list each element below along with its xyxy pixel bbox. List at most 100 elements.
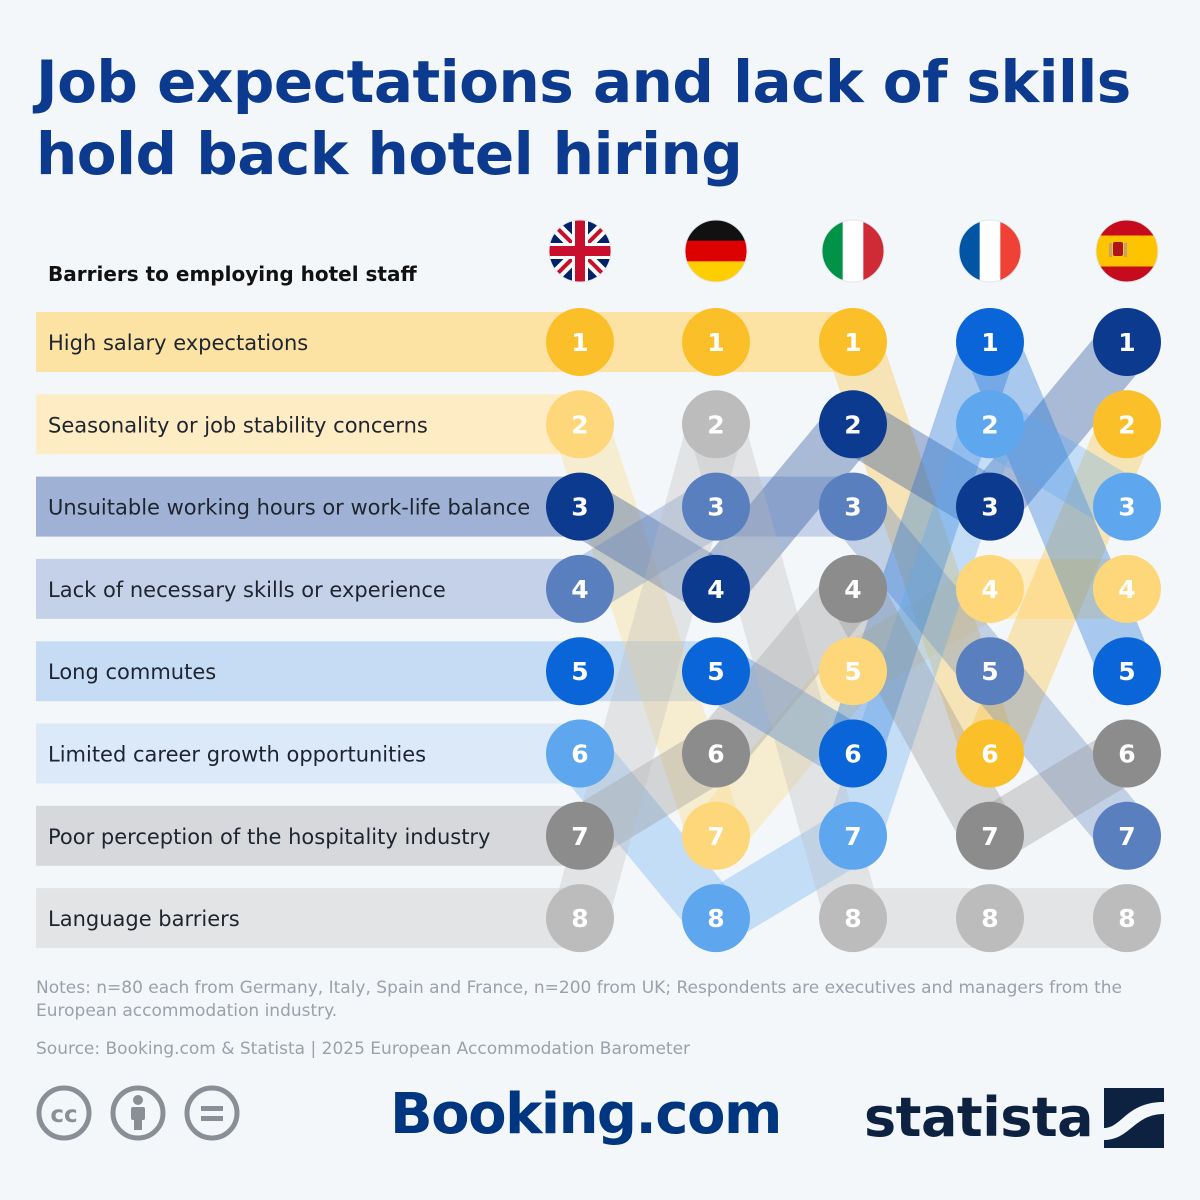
rank-number: 3 bbox=[1118, 493, 1135, 522]
circles-layer: 1 1 1 6 2 2 7 5 4 4 3 4 2 3 1 4 3 3 5 7 5 5 6 1 5 6 8 7 2 3 7 6 4 7 6 8 2 8 8 8 bbox=[546, 308, 1161, 953]
rank-number: 2 bbox=[571, 410, 588, 439]
rank-number: 5 bbox=[571, 657, 588, 686]
rank-circle bbox=[546, 308, 614, 376]
rank-number: 3 bbox=[981, 493, 998, 522]
rank-flow bbox=[558, 735, 738, 936]
rank-number: 6 bbox=[571, 740, 588, 769]
rank-number: 3 bbox=[707, 493, 724, 522]
rank-circle bbox=[546, 637, 614, 706]
rank-circle bbox=[819, 719, 887, 788]
source-text: Source: Booking.com & Statista | 2025 Eu… bbox=[36, 1039, 691, 1059]
rank-flow bbox=[968, 324, 1149, 525]
rank-circle bbox=[956, 472, 1024, 541]
barrier-bar bbox=[36, 723, 580, 784]
attribution-icon bbox=[110, 1085, 166, 1141]
barrier-label: Language barriers bbox=[48, 907, 240, 931]
rank-circle bbox=[682, 719, 750, 788]
rank-circle bbox=[682, 801, 750, 870]
rank-circle bbox=[956, 637, 1024, 706]
rank-circle bbox=[682, 554, 750, 623]
rank-circle bbox=[546, 801, 614, 870]
rank-circle bbox=[819, 801, 887, 870]
rank-number: 5 bbox=[707, 657, 724, 686]
rank-number: 1 bbox=[707, 328, 724, 357]
rank-number: 6 bbox=[707, 740, 724, 769]
statista-logo-mark bbox=[1104, 1088, 1164, 1148]
rank-number: 2 bbox=[981, 410, 998, 439]
rank-number: 8 bbox=[1118, 904, 1135, 933]
no-derivatives-icon bbox=[184, 1085, 240, 1141]
chart-subtitle: Barriers to employing hotel staff bbox=[48, 262, 417, 286]
rank-circle bbox=[682, 390, 750, 459]
barrier-label: Limited career growth opportunities bbox=[48, 743, 426, 767]
rank-circle bbox=[956, 554, 1024, 623]
barrier-label: Seasonality or job stability concerns bbox=[48, 413, 428, 437]
rank-number: 8 bbox=[981, 904, 998, 933]
rank-number: 7 bbox=[981, 822, 998, 851]
rank-circle bbox=[819, 554, 887, 623]
rank-number: 8 bbox=[571, 904, 588, 933]
rank-circle bbox=[1093, 884, 1161, 953]
rank-circle bbox=[682, 472, 750, 541]
rank-number: 8 bbox=[844, 904, 861, 933]
chart-title: Job expectations and lack of skills hold… bbox=[36, 48, 1131, 188]
rank-number: 6 bbox=[1118, 740, 1135, 769]
rank-circle bbox=[819, 308, 887, 376]
rank-number: 5 bbox=[844, 657, 861, 686]
barrier-label: Long commutes bbox=[48, 660, 216, 684]
rank-flow bbox=[968, 653, 1149, 854]
france-flag-icon bbox=[959, 220, 1021, 282]
rank-number: 1 bbox=[844, 328, 861, 357]
statista-logo: statista bbox=[864, 1086, 1094, 1149]
notes-text: Notes: n=80 each from Germany, Italy, Sp… bbox=[36, 978, 1123, 1021]
rank-number: 2 bbox=[707, 410, 724, 439]
rank-number: 5 bbox=[1118, 657, 1135, 686]
svg-text:cc: cc bbox=[50, 1102, 77, 1128]
rank-circle bbox=[682, 308, 750, 376]
rank-number: 8 bbox=[707, 904, 724, 933]
rank-circle bbox=[546, 390, 614, 459]
rank-number: 1 bbox=[571, 328, 588, 357]
barrier-bar bbox=[36, 476, 580, 537]
rank-flow bbox=[964, 331, 1153, 682]
flags-layer bbox=[548, 219, 1159, 283]
rank-number: 7 bbox=[1118, 822, 1135, 851]
barrier-label: High salary expectations bbox=[48, 331, 308, 355]
rank-circle bbox=[819, 637, 887, 706]
rank-flow bbox=[831, 488, 1012, 690]
italy-flag-icon bbox=[822, 220, 884, 282]
barrier-bar bbox=[36, 805, 580, 866]
barrier-label: Poor perception of the hospitality indus… bbox=[48, 825, 491, 849]
rank-circle bbox=[819, 390, 887, 459]
rank-circle bbox=[819, 472, 887, 541]
rank-circle bbox=[956, 884, 1024, 953]
rank-number: 4 bbox=[707, 575, 724, 604]
rank-circle bbox=[1093, 308, 1161, 376]
germany-flag-icon bbox=[685, 220, 747, 282]
rank-circle bbox=[1093, 390, 1161, 459]
rank-number: 2 bbox=[844, 410, 861, 439]
barrier-bar bbox=[36, 888, 580, 949]
rank-number: 3 bbox=[844, 493, 861, 522]
barrier-bar bbox=[36, 558, 580, 619]
uk-flag-icon bbox=[549, 220, 611, 282]
rank-circle bbox=[1093, 637, 1161, 706]
booking-logo: Booking.com bbox=[390, 1082, 782, 1147]
rank-circle bbox=[546, 884, 614, 953]
barrier-label: Unsuitable working hours or work-life ba… bbox=[48, 496, 530, 520]
rank-number: 4 bbox=[844, 575, 861, 604]
license-icons: cc bbox=[36, 1085, 240, 1147]
cc-icon: cc bbox=[36, 1085, 92, 1141]
rank-circle bbox=[546, 472, 614, 541]
barrier-label: Lack of necessary skills or experience bbox=[48, 578, 446, 602]
rank-number: 7 bbox=[707, 822, 724, 851]
rank-flow bbox=[828, 575, 1015, 850]
rank-number: 7 bbox=[844, 822, 861, 851]
rank-circle bbox=[956, 719, 1024, 788]
rank-number: 5 bbox=[981, 657, 998, 686]
rank-number: 2 bbox=[1118, 410, 1135, 439]
rank-circle bbox=[1093, 801, 1161, 870]
rank-number: 6 bbox=[844, 740, 861, 769]
rank-number: 4 bbox=[981, 575, 998, 604]
rank-flow bbox=[694, 570, 875, 772]
